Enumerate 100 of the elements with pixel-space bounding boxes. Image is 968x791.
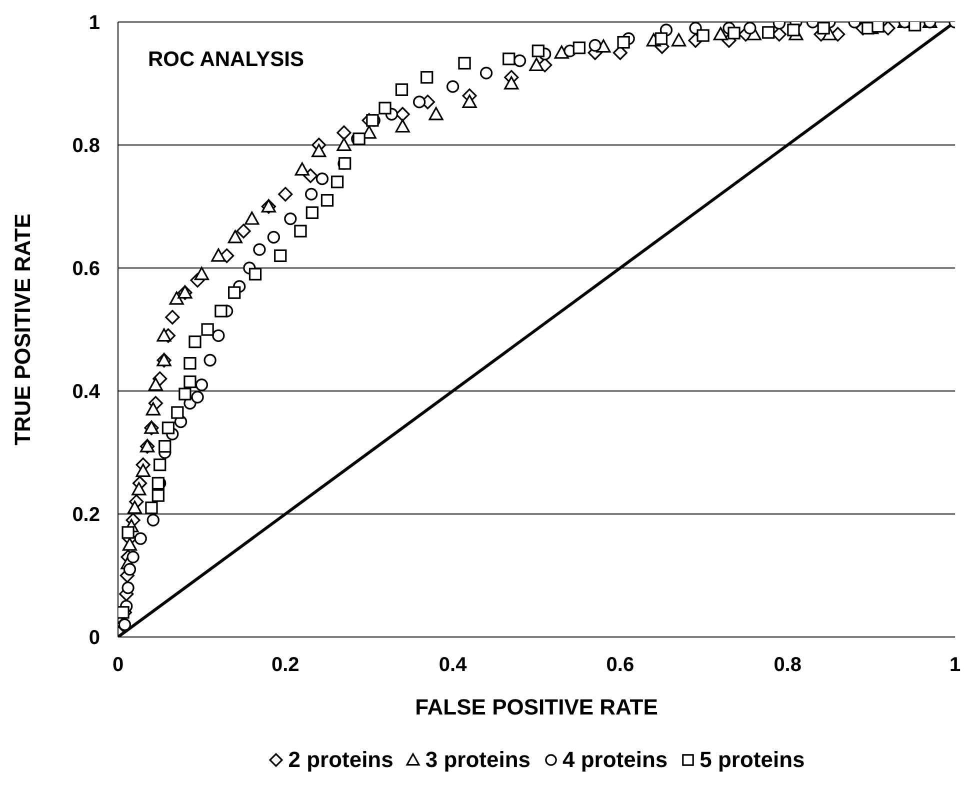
point (146, 402, 160, 416)
point (696, 29, 710, 42)
point (127, 500, 142, 514)
point (320, 194, 334, 207)
point (188, 335, 202, 348)
point (123, 563, 136, 576)
point (588, 39, 602, 52)
point (165, 310, 180, 324)
point (428, 106, 444, 120)
point (211, 248, 226, 262)
point (420, 71, 434, 84)
point (305, 188, 318, 201)
point (654, 32, 668, 45)
legend-label: 2 proteins (288, 747, 394, 773)
point (762, 26, 775, 39)
point (446, 80, 460, 93)
point (529, 58, 544, 72)
point (504, 76, 519, 90)
point (169, 291, 184, 305)
point (480, 66, 493, 80)
point (134, 532, 147, 545)
point (162, 422, 175, 434)
point (728, 26, 740, 40)
point (244, 212, 260, 225)
y-axis-title: TRUE POSITIVE RATE (10, 214, 35, 446)
point (184, 375, 196, 388)
point (787, 24, 800, 36)
point (572, 42, 586, 54)
y-tick-label: 1 (88, 12, 100, 34)
x-tick-label: 0.4 (438, 654, 468, 676)
point (395, 119, 410, 133)
x-tick-label: 0 (112, 654, 124, 676)
y-tick-label: 0.2 (72, 504, 100, 526)
legend-label: 5 proteins (700, 747, 805, 773)
point (184, 357, 196, 370)
point (284, 212, 297, 226)
point (817, 22, 830, 34)
point (126, 550, 140, 564)
point (378, 102, 392, 114)
point (872, 22, 884, 33)
point (145, 502, 158, 514)
point (336, 125, 352, 140)
point (294, 224, 307, 238)
point (122, 526, 134, 539)
y-tick-label: 0.8 (72, 135, 100, 158)
x-axis-title: FALSE POSITIVE RATE (415, 694, 658, 720)
point (306, 206, 319, 219)
point (462, 94, 477, 108)
point (154, 458, 166, 472)
point (118, 606, 130, 619)
point (148, 378, 163, 391)
point (204, 354, 216, 367)
point (502, 52, 516, 66)
point (228, 286, 241, 299)
point (671, 33, 686, 46)
point (152, 489, 164, 502)
point (236, 224, 251, 238)
point (316, 172, 329, 186)
point (458, 56, 471, 70)
point (294, 162, 310, 176)
x-tick-label: 0.8 (774, 654, 802, 676)
point (330, 176, 344, 188)
point (201, 323, 214, 336)
text: ROC ANALYSIS (148, 48, 304, 72)
legend-label: 3 proteins (425, 747, 530, 773)
point (132, 482, 146, 496)
x-tick-label: 1 (949, 654, 961, 676)
point (744, 22, 756, 34)
point (171, 406, 184, 419)
point (178, 388, 192, 400)
point (136, 464, 150, 477)
point (158, 440, 172, 453)
x-tick-label: 0.2 (271, 654, 300, 676)
x-tick-label: 0.6 (606, 654, 634, 676)
point (274, 249, 287, 262)
point (554, 45, 569, 59)
point (214, 304, 228, 318)
point (267, 230, 280, 244)
y-tick-label: 0 (88, 627, 100, 650)
point (312, 144, 326, 158)
point (336, 138, 352, 151)
point (146, 514, 160, 526)
point (412, 96, 426, 108)
point (617, 36, 630, 49)
point (122, 581, 134, 594)
point (122, 537, 138, 551)
point (248, 268, 262, 280)
point (212, 329, 225, 342)
legend-label: 4 proteins (562, 747, 668, 773)
point (156, 328, 172, 342)
point (228, 230, 242, 244)
point (395, 83, 408, 96)
point (191, 390, 204, 404)
point (713, 27, 728, 40)
y-tick-label: 0.4 (72, 381, 101, 404)
point (194, 266, 209, 280)
point (532, 44, 544, 58)
y-tick-label: 0.6 (72, 258, 100, 280)
point (278, 186, 293, 202)
point (253, 243, 266, 256)
